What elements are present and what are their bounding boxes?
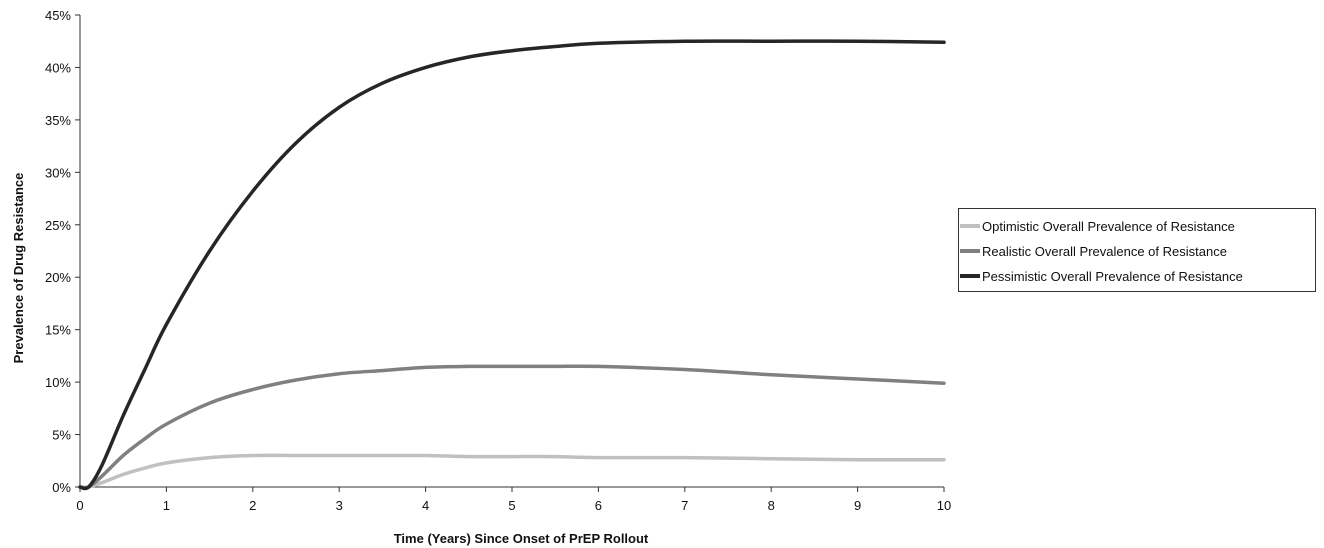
series-line-pessimistic bbox=[78, 39, 946, 491]
legend-swatch-pessimistic bbox=[960, 274, 980, 278]
x-tick-label: 7 bbox=[681, 498, 688, 513]
y-tick-label: 30% bbox=[45, 165, 71, 180]
y-tick-label: 35% bbox=[45, 113, 71, 128]
y-axis-title: Prevalence of Drug Resistance bbox=[11, 173, 26, 364]
y-tick-label: 20% bbox=[45, 270, 71, 285]
legend-label-realistic: Realistic Overall Prevalence of Resistan… bbox=[982, 243, 1227, 259]
x-tick-label: 1 bbox=[163, 498, 170, 513]
series-lines bbox=[78, 39, 946, 491]
y-tick-label: 10% bbox=[45, 375, 71, 390]
x-tick-label: 10 bbox=[937, 498, 951, 513]
legend-label-pessimistic: Pessimistic Overall Prevalence of Resist… bbox=[982, 268, 1243, 284]
x-tick-label: 6 bbox=[595, 498, 602, 513]
legend: Optimistic Overall Prevalence of Resista… bbox=[958, 208, 1316, 292]
series-line-realistic bbox=[78, 364, 946, 490]
x-tick-label: 4 bbox=[422, 498, 429, 513]
legend-label-optimistic: Optimistic Overall Prevalence of Resista… bbox=[982, 218, 1235, 234]
y-axis-ticks: 0% 5% 10% 15% 20% 25% 30% 35% 40% 45% bbox=[45, 8, 80, 495]
y-tick-label: 40% bbox=[45, 60, 71, 75]
y-tick-label: 15% bbox=[45, 323, 71, 338]
y-tick-label: 0% bbox=[52, 480, 71, 495]
x-tick-label: 8 bbox=[768, 498, 775, 513]
x-tick-label: 0 bbox=[76, 498, 83, 513]
x-tick-label: 3 bbox=[336, 498, 343, 513]
legend-item-pessimistic: Pessimistic Overall Prevalence of Resist… bbox=[959, 266, 1243, 286]
y-tick-label: 45% bbox=[45, 8, 71, 23]
x-axis-title: Time (Years) Since Onset of PrEP Rollout bbox=[394, 531, 649, 546]
x-axis-ticks: 0 1 2 3 4 5 6 7 8 9 10 bbox=[76, 487, 951, 513]
y-tick-label: 25% bbox=[45, 218, 71, 233]
x-tick-label: 2 bbox=[249, 498, 256, 513]
legend-swatch-realistic bbox=[960, 249, 980, 253]
y-tick-label: 5% bbox=[52, 428, 71, 443]
legend-swatch-optimistic bbox=[960, 224, 980, 228]
x-tick-label: 5 bbox=[508, 498, 515, 513]
legend-item-realistic: Realistic Overall Prevalence of Resistan… bbox=[959, 241, 1227, 261]
series-line-optimistic bbox=[78, 453, 946, 490]
legend-item-optimistic: Optimistic Overall Prevalence of Resista… bbox=[959, 216, 1235, 236]
x-tick-label: 9 bbox=[854, 498, 861, 513]
